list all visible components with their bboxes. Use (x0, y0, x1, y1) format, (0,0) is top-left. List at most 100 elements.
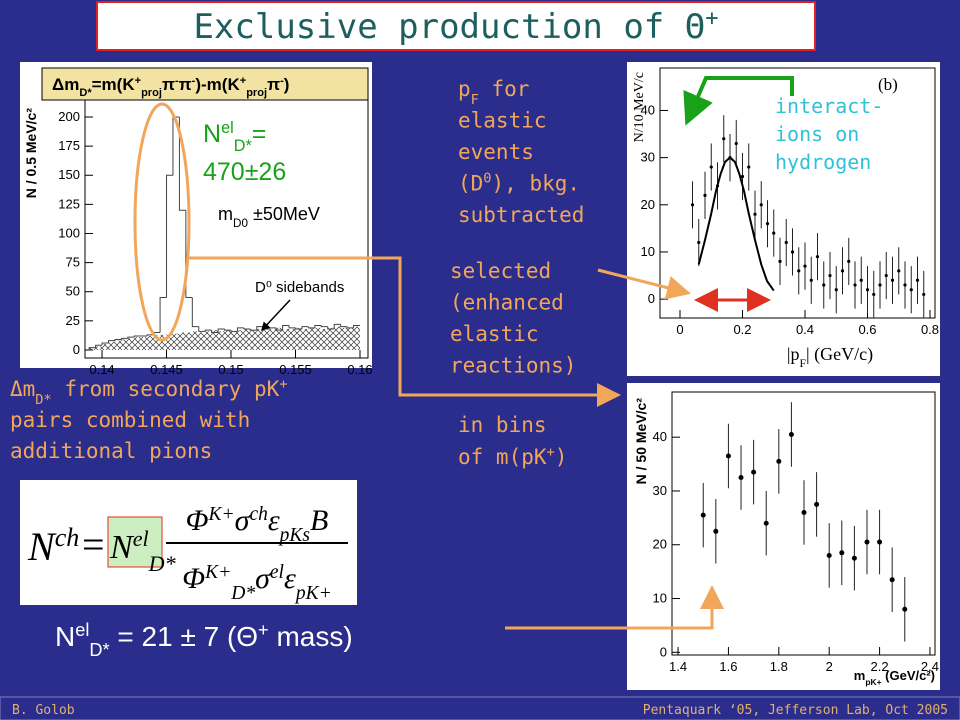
sideband-bin (295, 327, 302, 350)
formula-part: NelD* (109, 526, 177, 576)
data-point (734, 141, 738, 146)
text-segment: subtracted (458, 203, 584, 227)
text-segment: ε (268, 504, 280, 537)
fit-curve (697, 156, 775, 292)
text-segment: + (547, 444, 555, 460)
text-segment: pKs (278, 525, 310, 546)
sideband-bin (263, 330, 270, 350)
text-segment: el (75, 620, 89, 640)
plot-panel (20, 62, 372, 368)
text-segment: proj (141, 87, 162, 99)
sideband-bin (153, 334, 161, 350)
fit-result: NelD*= (203, 119, 266, 155)
histogram-bin (288, 325, 296, 329)
text-segment: D* (89, 640, 109, 660)
histogram-bin (191, 297, 199, 328)
text-segment: K+ (204, 562, 231, 583)
note: of m(pK+) (458, 444, 567, 469)
sideband-bin (218, 331, 225, 350)
text-segment: 470±26 (203, 158, 286, 186)
text-segment: B (310, 504, 328, 537)
data-point (722, 137, 726, 141)
histogram-bin (243, 327, 251, 330)
histogram-bin (185, 210, 193, 299)
sideband-bin (205, 331, 212, 350)
data-point (864, 539, 870, 545)
highlight-box (107, 516, 163, 568)
text-segment: for (479, 77, 530, 101)
histogram-bin (295, 327, 302, 330)
sideband-bin (102, 344, 109, 350)
sideband-bin (114, 340, 122, 350)
x-tick-label: 2 (826, 659, 833, 674)
data-point (801, 509, 807, 515)
text-segment: el (270, 562, 284, 583)
sideband-bin (289, 328, 296, 350)
text-segment: proj (246, 87, 267, 99)
data-point (740, 174, 745, 179)
y-axis-label: N/10 MeV/c (632, 72, 647, 142)
data-point (890, 278, 895, 282)
text-segment: ch (249, 504, 267, 525)
text-segment: ), bkg. (492, 172, 581, 196)
data-point (759, 203, 763, 207)
histogram-bin (340, 324, 348, 328)
text-segment: pK+ (865, 677, 881, 687)
data-point (751, 469, 757, 475)
histogram-bin (159, 297, 167, 333)
sideband-bin (147, 335, 154, 350)
data-point (903, 283, 907, 287)
y-tick-label: 125 (58, 196, 80, 211)
y-tick-label: 200 (58, 109, 80, 124)
sideband-bin (211, 330, 219, 350)
x-tick-label: 0.16 (347, 362, 372, 377)
histogram-bin (301, 326, 309, 329)
text-segment: D* (230, 583, 255, 604)
text-segment: (D (458, 172, 483, 196)
text-segment: Θ (685, 7, 705, 47)
text-segment: (GeV/c²) (882, 668, 935, 683)
sideband-bin (172, 333, 180, 350)
data-point (828, 273, 832, 278)
y-tick-label: 100 (58, 225, 80, 240)
note: subtracted (458, 203, 584, 227)
plot-panel (627, 383, 940, 690)
note: (enhanced (450, 291, 564, 315)
text-segment: F (471, 92, 479, 108)
text-segment: events (458, 140, 534, 164)
text-segment: σ (255, 562, 271, 595)
x-axis-label: mpK+ (GeV/c²) (854, 668, 935, 687)
text-segment: (enhanced (450, 291, 564, 315)
y-tick-label: 0 (660, 644, 667, 659)
text-segment: = (252, 120, 267, 148)
text-segment: m (854, 668, 866, 683)
note: hydrogen (775, 150, 871, 174)
note: ions on (775, 122, 859, 146)
data-point (803, 264, 807, 268)
data-point (725, 453, 731, 459)
result: NelD* = 21 ± 7 (Θ+ mass) (55, 620, 353, 660)
text-segment: D* (79, 87, 92, 99)
histogram-bin (198, 326, 206, 332)
data-point (772, 231, 776, 235)
x-tick-label: 0.4 (796, 322, 814, 337)
data-point (700, 512, 706, 518)
histogram-bin (282, 325, 290, 331)
x-tick-label: 0.155 (279, 362, 312, 377)
sideband-bin (321, 328, 328, 350)
text-segment: + (705, 5, 718, 31)
legend-label: D⁰ sidebands (255, 279, 344, 296)
highlight-ellipse (133, 102, 191, 342)
sideband-bin (127, 338, 135, 350)
y-axis-label: N / 50 MeV/c² (633, 398, 649, 485)
sideband-bin (276, 327, 283, 350)
data-point (709, 165, 713, 169)
histogram-bin (236, 327, 244, 332)
sideband-bin (340, 327, 348, 350)
histogram-bin (146, 334, 154, 336)
data-point (826, 553, 832, 559)
x-tick-label: 0.15 (218, 362, 243, 377)
data-point (897, 269, 901, 273)
y-axis-label: N / 0.5 MeV/c² (23, 108, 39, 199)
